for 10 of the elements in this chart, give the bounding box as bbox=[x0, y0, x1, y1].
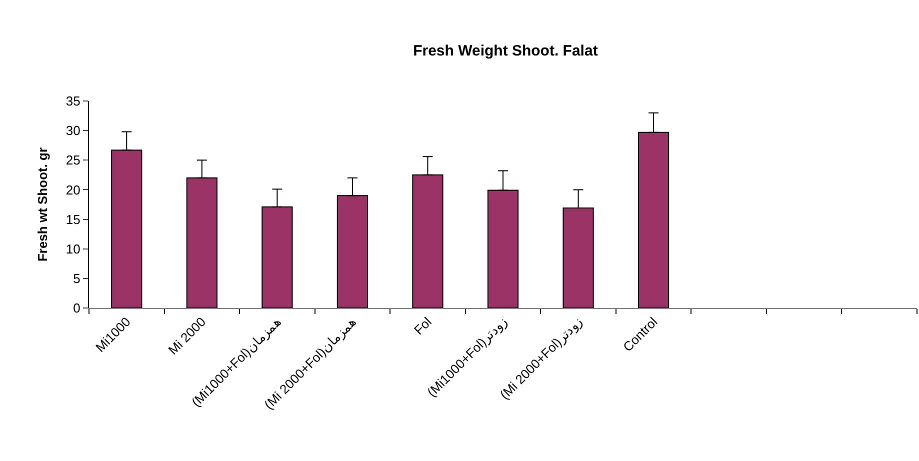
y-tick-label: 10 bbox=[66, 241, 80, 256]
y-tick-label: 35 bbox=[66, 94, 80, 109]
y-axis-title: Fresh wt Shoot. gr bbox=[34, 147, 50, 262]
y-tick-label: 20 bbox=[66, 182, 80, 198]
y-tick-label: 30 bbox=[66, 123, 80, 138]
y-tick-label: 0 bbox=[73, 300, 80, 316]
y-tick-label: 5 bbox=[73, 270, 80, 286]
y-tick-label: 25 bbox=[66, 152, 80, 168]
y-tick-label: 15 bbox=[66, 212, 80, 227]
chart-title: Fresh Weight Shoot. Falat bbox=[413, 42, 598, 60]
